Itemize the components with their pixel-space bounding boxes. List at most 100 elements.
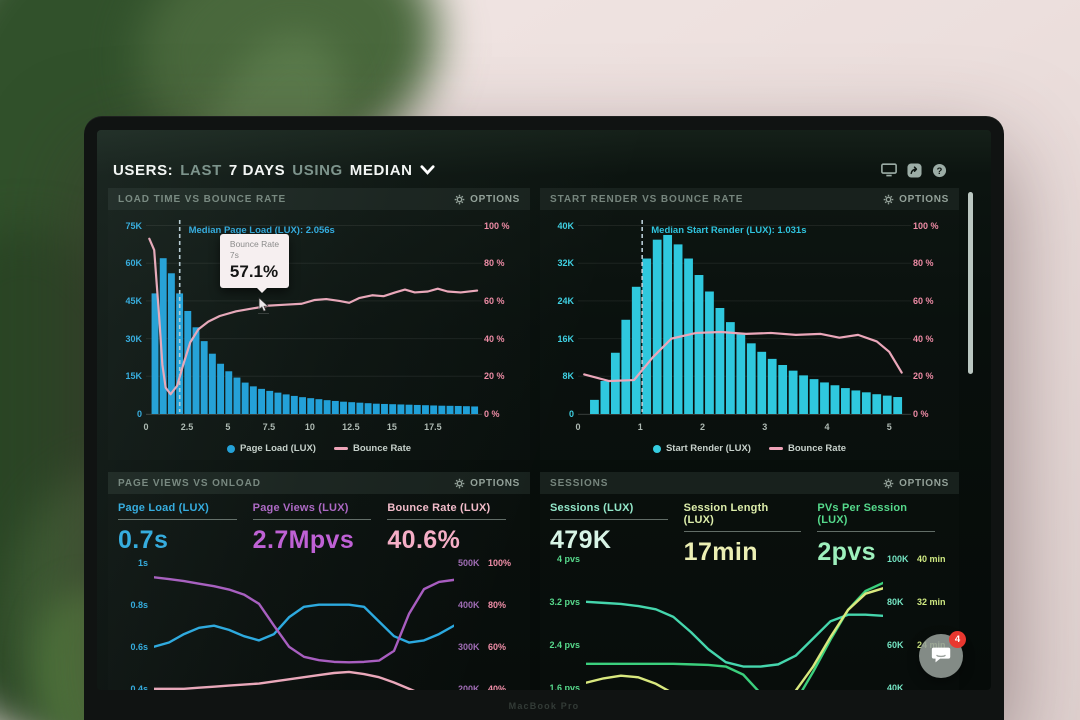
metric-label: Sessions (LUX) [550, 502, 634, 514]
axis-tick-label: 17.5 [424, 422, 442, 432]
using-label: USING [292, 161, 343, 179]
legend-item[interactable]: Bounce Rate [333, 443, 411, 454]
y-axis-right-bounce: 100% 80% 60% 40% [488, 550, 526, 690]
chat-notification-badge: 4 [949, 631, 966, 648]
page-views-onload-chart[interactable] [154, 550, 454, 690]
legend-item[interactable]: Page Load (LUX) [226, 443, 316, 454]
legend-line-marker [768, 447, 783, 450]
median-annotation: Median Start Render (LUX): 1.031s [651, 225, 807, 236]
axis-tick-label: 400K [458, 599, 480, 610]
axis-tick-label: 0.8s [130, 599, 148, 610]
scrollbar[interactable] [968, 192, 973, 374]
metric-underline [252, 519, 372, 520]
legend: Start Render (LUX) Bounce Rate [540, 443, 959, 454]
axis-tick-label: 4 [824, 422, 830, 432]
options-button[interactable]: OPTIONS [454, 194, 520, 205]
panel-header: LOAD TIME VS BOUNCE RATE OPTIONS [108, 188, 530, 210]
legend-line-marker [333, 447, 348, 450]
axis-tick-label: 45K [125, 295, 142, 306]
axis-tick-label: 80K [887, 596, 904, 607]
panel-title: LOAD TIME VS BOUNCE RATE [118, 193, 287, 205]
chevron-down-icon [420, 162, 435, 179]
last-label: LAST [180, 161, 222, 179]
y-axis-right-pageviews: 500K 400K 300K 200K [458, 550, 486, 690]
axis-tick-label: 40 min [917, 553, 946, 564]
axis-tick-label: 40 % [484, 333, 505, 344]
axis-tick-label: 40K [557, 220, 574, 231]
tooltip-series: Bounce Rate [229, 239, 280, 249]
gear-icon [883, 194, 894, 204]
sessions-chart[interactable] [586, 550, 883, 690]
options-button[interactable]: OPTIONS [454, 478, 520, 489]
legend-label: Page Load (LUX) [239, 443, 316, 454]
chart-zone: Median Page Load (LUX): 2.056s Bounce Ra… [146, 218, 482, 415]
axis-tick-label: 100% [488, 557, 512, 568]
axis-tick-label: 32 min [917, 596, 946, 607]
metric-label: PVs Per Session (LUX) [817, 502, 908, 526]
metrics-row: Page Load (LUX) 0.7s Page Views (LUX) 2.… [118, 502, 522, 560]
options-button[interactable]: OPTIONS [883, 194, 949, 205]
metric-label: Page Views (LUX) [252, 502, 349, 514]
axis-tick-label: 40 % [913, 333, 934, 344]
axis-tick-label: 60 % [913, 295, 934, 306]
load-time-histogram[interactable] [146, 218, 482, 415]
axis-tick-label: 12.5 [342, 422, 360, 432]
screen: USERS: LAST 7 DAYS USING MEDIAN ? [97, 130, 991, 690]
metric-page-load: Page Load (LUX) 0.7s [118, 502, 253, 560]
options-label: OPTIONS [899, 193, 949, 205]
tooltip-value: 57.1% [229, 262, 279, 282]
gear-icon [883, 478, 894, 488]
metric-underline [118, 519, 237, 520]
help-icon[interactable]: ? [932, 163, 947, 178]
axis-tick-label: 4 pvs [556, 553, 580, 564]
metric-value: 479K [550, 526, 612, 554]
chart-zone: Median Start Render (LUX): 1.031s [578, 218, 911, 415]
axis-tick-label: 80 % [913, 258, 934, 269]
axis-tick-label: 3.2 pvs [549, 596, 580, 607]
axis-tick-label: 2 [699, 422, 705, 432]
gear-icon [454, 478, 465, 488]
display-icon[interactable] [881, 163, 897, 177]
panel-header: START RENDER VS BOUNCE RATE OPTIONS [540, 188, 959, 210]
axis-tick-label: 500K [458, 557, 480, 568]
axis-tick-label: 1.6 pvs [549, 683, 580, 690]
axis-tick-label: 100 % [913, 220, 939, 231]
axis-tick-label: 75K [125, 220, 142, 231]
tooltip-x-value: 7s [229, 250, 239, 261]
legend-label: Bounce Rate [787, 443, 847, 454]
chart-zone [586, 550, 883, 690]
axis-tick-label: 24K [557, 295, 574, 306]
panel-load-time-vs-bounce-rate: LOAD TIME VS BOUNCE RATE OPTIONS 75K 60K 4… [108, 188, 530, 460]
axis-tick-label: 15 [386, 422, 397, 432]
dashboard-grid: LOAD TIME VS BOUNCE RATE OPTIONS 75K 60K 4… [108, 188, 959, 690]
axis-tick-label: 32K [557, 258, 574, 269]
mouse-cursor-icon [257, 297, 269, 315]
panel-title: PAGE VIEWS VS ONLOAD [118, 477, 261, 489]
filter-dropdown[interactable]: USERS: LAST 7 DAYS USING MEDIAN [113, 162, 435, 179]
axis-tick-label: 3 [762, 422, 768, 432]
share-icon[interactable] [907, 162, 922, 178]
axis-tick-label: 8K [562, 371, 574, 382]
y-axis-right-sessions: 100K 80K 60K 40K [887, 550, 915, 690]
axis-tick-label: 60% [488, 641, 507, 652]
y-axis-right: 100 % 80 % 60 % 40 % 20 % 0 % [913, 218, 951, 419]
axis-tick-label: 2.5 [180, 422, 194, 432]
legend: Page Load (LUX) Bounce Rate [108, 443, 530, 454]
legend-item[interactable]: Bounce Rate [768, 443, 847, 454]
bezel-label: MacBook Pro [508, 701, 580, 711]
axis-tick-label: 200K [458, 683, 480, 690]
metric-label: Bounce Rate (LUX) [387, 502, 491, 514]
axis-tick-label: 15K [125, 371, 142, 382]
axis-tick-label: 0 [575, 422, 581, 432]
options-button[interactable]: OPTIONS [883, 478, 949, 489]
legend-item[interactable]: Start Render (LUX) [652, 443, 751, 454]
x-axis: 0 1 2 3 4 5 [575, 422, 911, 434]
axis-tick-label: 2.4 pvs [549, 639, 580, 650]
metric-bounce-rate: Bounce Rate (LUX) 40.6% [387, 502, 522, 560]
axis-tick-label: 0.6s [130, 641, 148, 652]
chat-widget-button[interactable]: 4 [919, 631, 966, 678]
metric-value: 2.7Mpvs [252, 526, 355, 554]
metric-value: 0.7s [118, 526, 169, 554]
metric-label: Session Length (LUX) [683, 502, 769, 526]
start-render-histogram[interactable] [578, 218, 911, 415]
